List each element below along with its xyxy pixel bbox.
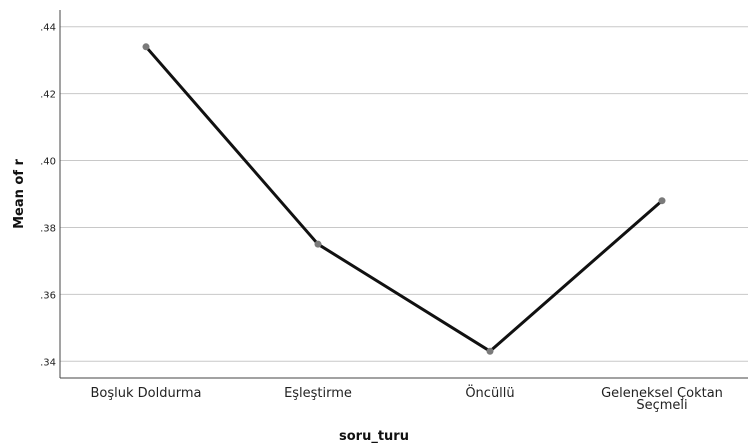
data-point [142,43,150,51]
x-tick-label: Boşluk Doldurma [91,386,202,401]
data-point [314,240,322,248]
x-tick-label: Eşleştirme [284,386,352,401]
y-axis-title: Mean of r [12,159,27,229]
y-tick-label: .38 [40,223,56,234]
data-point [486,347,494,355]
y-tick-label: .34 [40,357,56,368]
series-line [144,45,663,353]
x-tick-labels: Boşluk Doldurma Eşleştirme Öncüllü Geleneks… [91,384,723,413]
x-axis-title: soru_turu [339,429,409,444]
data-points [142,43,666,355]
y-tick-label: .44 [40,23,56,34]
y-tick-label: .40 [40,157,56,168]
axes [59,10,748,379]
x-tick-label: Geleneksel Çoktan Seçmeli [601,386,723,413]
y-tick-label: .42 [40,90,56,101]
gridlines [60,26,748,362]
x-tick-label: Öncüllü [465,384,514,401]
y-tick-labels: .34 .36 .38 .40 .42 .44 [40,23,56,369]
y-tick-label: .36 [40,290,56,301]
data-point [658,197,666,205]
